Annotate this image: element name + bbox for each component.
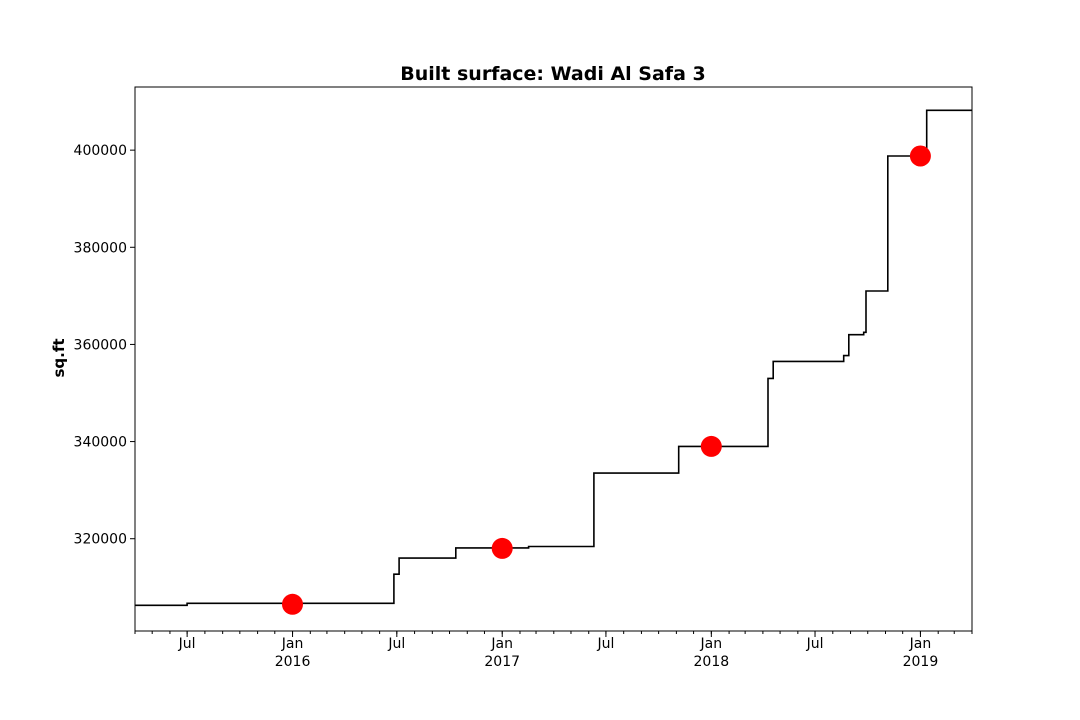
y-tick-label-1: 340000 [74,435,127,451]
y-tick-label-2: 360000 [74,337,127,353]
y-axis-label: sq.ft [50,338,68,377]
marker-point-0 [282,593,303,615]
plot-frame [134,86,973,632]
marker-point-1 [491,537,513,559]
chart-title: Built surface: Wadi Al Safa 3 [400,63,705,85]
x-tick-year-1: 2016 [275,654,311,670]
x-tick-label-3: Jan [490,636,513,652]
x-tick-label-1: Jan [281,636,304,652]
x-tick-year-7: 2019 [903,654,939,670]
y-tick-label-0: 320000 [74,532,127,548]
plot-area [135,109,972,615]
y-axis: 320000 340000 360000 380000 400000 [74,143,135,548]
x-tick-label-5: Jan [700,636,723,652]
marker-point-3 [909,145,931,167]
x-tick-year-3: 2017 [484,654,520,670]
y-tick-label-3: 380000 [74,240,127,256]
x-axis: Jul Jan 2016 Jul Jan 2017 Jul Jan 2018 Jul Jan 2019 [134,631,973,670]
x-tick-label-7: Jan [909,636,932,652]
y-tick-label-4: 400000 [74,143,127,159]
series-line-0 [135,109,972,607]
marker-point-2 [700,435,722,457]
x-tick-label-0: Jul [178,636,196,652]
x-tick-label-2: Jul [387,636,405,652]
x-tick-year-5: 2018 [694,654,730,670]
x-tick-label-6: Jul [806,636,824,652]
x-tick-label-4: Jul [596,636,614,652]
